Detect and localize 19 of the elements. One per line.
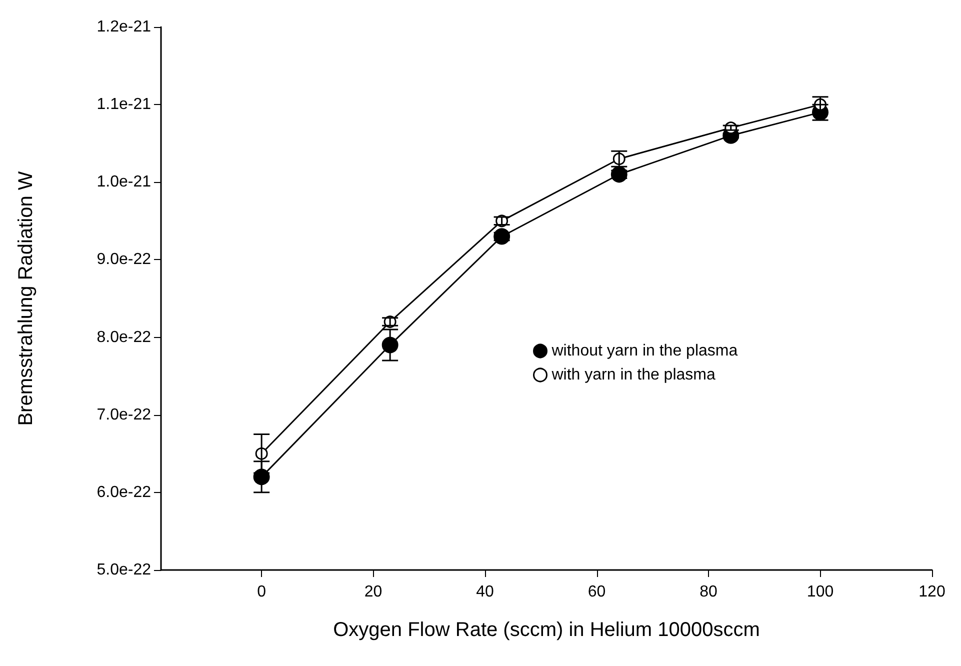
y-tick-label: 1.0e-21 xyxy=(96,174,152,191)
y-tick-label: 9.0e-22 xyxy=(96,251,152,268)
x-tick-label: 0 xyxy=(257,584,266,600)
y-tick-label: 1.1e-21 xyxy=(96,96,152,114)
y-tick-label: 7.0e-22 xyxy=(96,406,152,424)
x-tick-label: 20 xyxy=(364,584,382,600)
x-tick-label: 60 xyxy=(588,584,606,600)
y-tick-label: 6.0e-22 xyxy=(96,484,152,501)
x-tick-label: 120 xyxy=(918,584,946,600)
y-tick-label: 8.0e-22 xyxy=(96,328,152,346)
x-tick-label: 100 xyxy=(806,584,834,600)
legend-label: with yarn in the plasma xyxy=(550,366,716,384)
x-axis-title: Oxygen Flow Rate (sccm) in Helium 10000sccm xyxy=(333,619,760,641)
y-tick-label: 1.2e-21 xyxy=(96,18,152,36)
y-axis-title: Bremsstrahlung Radiation W xyxy=(15,171,37,426)
legend-label: without yarn in the plasma xyxy=(550,342,738,360)
y-tick-label: 5.0e-22 xyxy=(96,562,152,578)
x-tick-label: 40 xyxy=(476,584,494,600)
x-tick-label: 80 xyxy=(700,584,718,600)
